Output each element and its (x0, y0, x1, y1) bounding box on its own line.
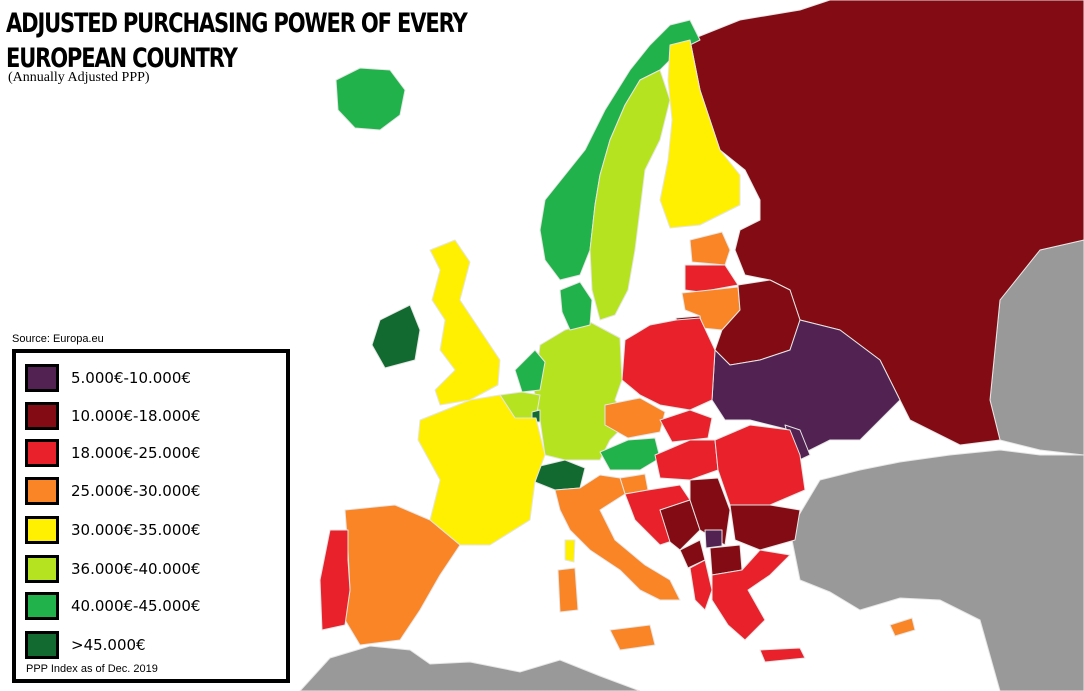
legend-item: 5.000€-10.000€ (25, 361, 191, 395)
legend-swatch (25, 555, 59, 583)
country-germany (533, 321, 631, 461)
country-hungary (654, 439, 719, 481)
country-greece-crete (759, 647, 806, 663)
source-label: Source: Europa.eu (12, 333, 104, 345)
country-ukraine (711, 319, 901, 456)
country-kosovo (704, 529, 723, 549)
country-romania (714, 424, 806, 506)
legend-label: 25.000€-30.000€ (71, 482, 201, 500)
legend-item: 25.000€-30.000€ (25, 474, 200, 508)
country-iceland (335, 67, 406, 131)
legend-item: 30.000€-35.000€ (25, 513, 200, 547)
country-france-corsica (564, 539, 576, 563)
map-subtitle: (Annually Adjusted PPP) (8, 70, 150, 85)
legend-item: 36.000€-40.000€ (25, 552, 200, 586)
legend: 5.000€-10.000€ 10.000€-18.000€ 18.000€-2… (12, 349, 290, 683)
country-france (417, 394, 546, 546)
legend-item: >45.000€ (25, 628, 146, 662)
country-finland (659, 39, 741, 229)
ppp-index-note: PPP Index as of Dec. 2019 (26, 663, 158, 675)
country-italy-sardinia (557, 567, 579, 613)
country-uk (429, 239, 501, 406)
legend-swatch (25, 477, 59, 505)
map-title: ADJUSTED PURCHASING POWER OF EVERY EUROP… (6, 8, 468, 74)
legend-swatch (25, 439, 59, 467)
legend-item: 40.000€-45.000€ (25, 589, 200, 623)
legend-label: 18.000€-25.000€ (71, 444, 201, 462)
legend-swatch (25, 402, 59, 430)
legend-item: 10.000€-18.000€ (25, 399, 200, 433)
country-italy-sicily (609, 624, 656, 651)
legend-item: 18.000€-25.000€ (25, 436, 200, 470)
legend-label: 10.000€-18.000€ (71, 407, 201, 425)
legend-label: 36.000€-40.000€ (71, 560, 201, 578)
country-slovakia (659, 409, 713, 443)
legend-swatch (25, 516, 59, 544)
legend-label: >45.000€ (71, 636, 146, 654)
country-czechia (604, 397, 666, 439)
country-estonia (689, 231, 731, 266)
country-latvia (684, 264, 739, 293)
legend-label: 5.000€-10.000€ (71, 369, 191, 387)
legend-label: 30.000€-35.000€ (71, 521, 201, 539)
country-bulgaria (729, 504, 801, 551)
country-bosnia (659, 499, 701, 551)
country-greece (711, 549, 791, 641)
country-sweden (589, 69, 671, 321)
country-cyprus (889, 617, 916, 637)
country-denmark (559, 281, 593, 331)
country-italy (554, 474, 681, 601)
country-albania (689, 559, 713, 611)
background-landmasses (299, 239, 1084, 691)
country-poland (621, 317, 716, 411)
legend-swatch (25, 364, 59, 392)
country-switzerland (534, 459, 586, 491)
legend-swatch (25, 592, 59, 620)
country-netherlands (514, 349, 546, 393)
turkey-landmass (789, 449, 1084, 691)
country-portugal (319, 529, 351, 631)
country-ireland (371, 304, 421, 369)
country-serbia (689, 477, 731, 546)
legend-swatch (25, 631, 59, 659)
north-africa-landmass (299, 645, 641, 691)
legend-label: 40.000€-45.000€ (71, 597, 201, 615)
